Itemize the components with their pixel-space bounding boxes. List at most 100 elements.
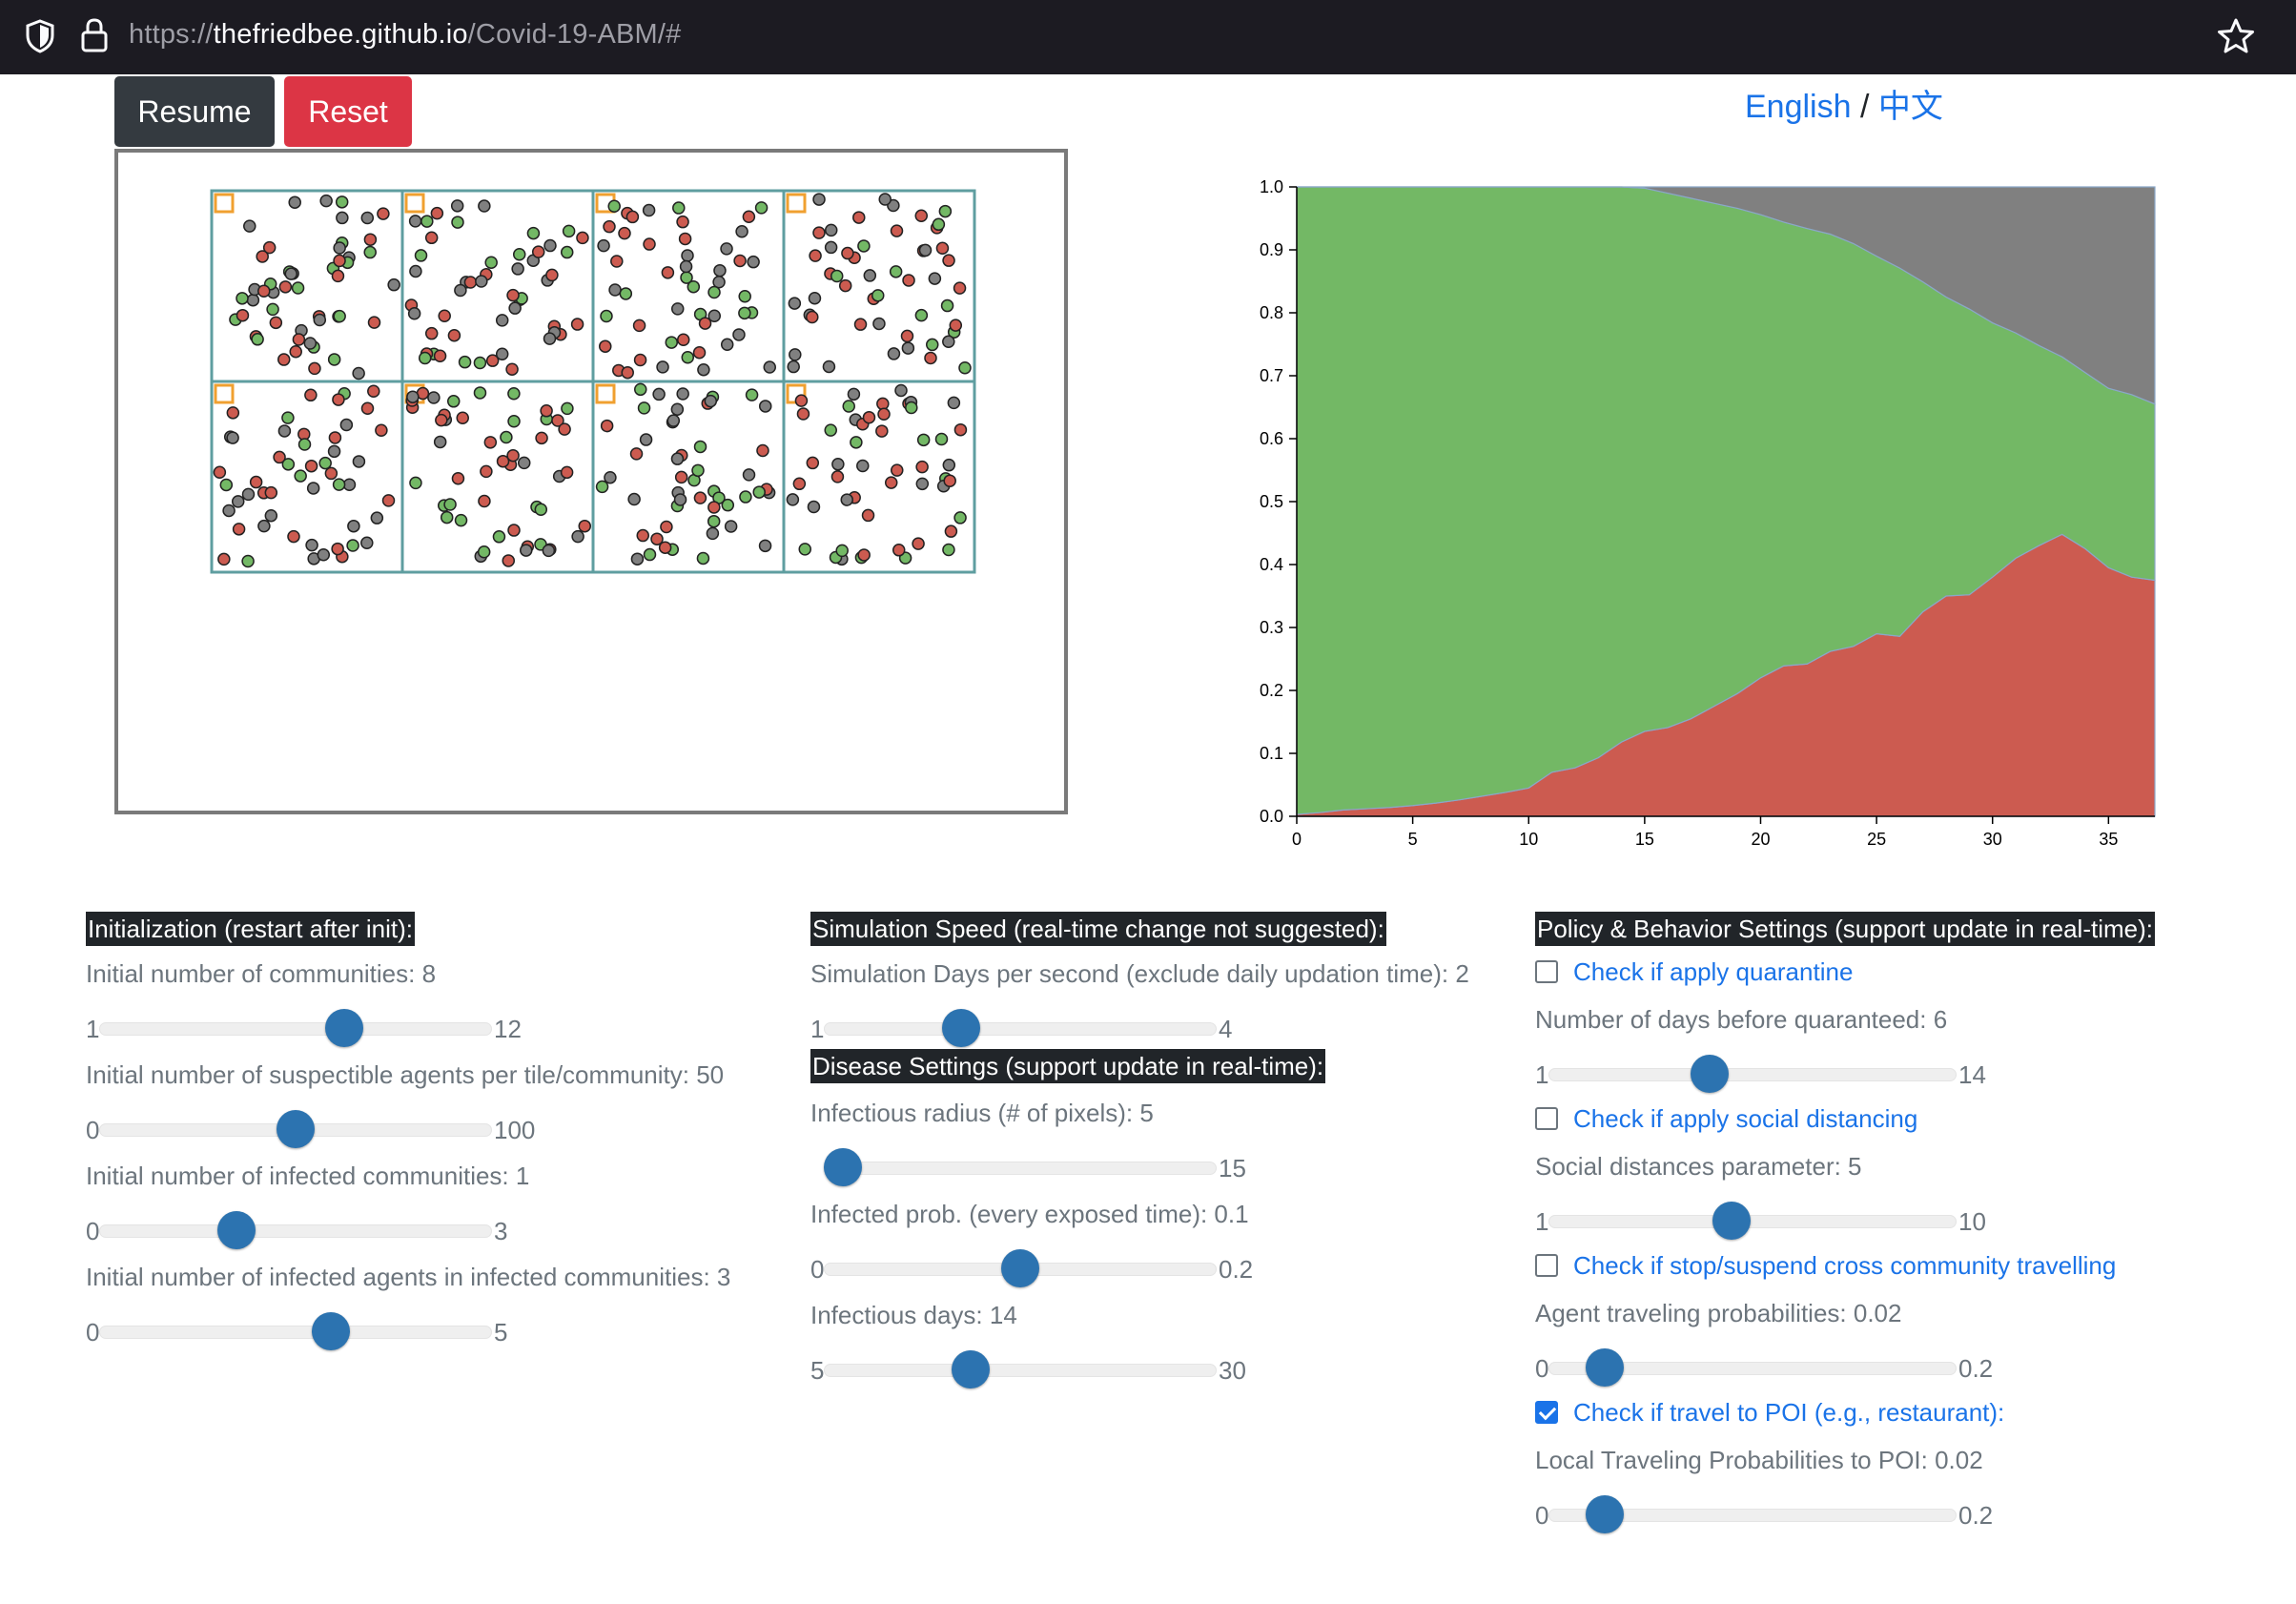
y-tick-label: 0.5	[1260, 492, 1283, 511]
quarantine-checkbox-label[interactable]: Check if apply quarantine	[1573, 957, 1854, 986]
y-tick-label: 0.7	[1260, 366, 1283, 385]
slider-thumb[interactable]	[324, 1009, 363, 1047]
agent-dot	[243, 219, 256, 233]
agent-dot	[281, 458, 296, 471]
slider-thumb[interactable]	[824, 1148, 862, 1186]
agent-dot	[676, 387, 689, 401]
susceptible-slider[interactable]: 0 100	[86, 1110, 535, 1152]
slider-track[interactable]	[824, 1364, 1217, 1377]
agent-dot	[297, 438, 312, 451]
agent-dot	[786, 493, 800, 506]
agent-dot	[381, 494, 396, 507]
slider-thumb[interactable]	[942, 1009, 980, 1047]
distancing-checkbox[interactable]	[1535, 1107, 1558, 1130]
agent-dot	[347, 519, 360, 533]
x-tick-label: 5	[1408, 830, 1418, 849]
slider-max: 100	[494, 1116, 536, 1144]
travel-checkbox[interactable]	[1535, 1254, 1558, 1277]
agent-dot	[758, 539, 772, 553]
agent-dot	[670, 452, 685, 465]
radius-slider[interactable]: 1 15	[810, 1148, 1246, 1190]
travel-checkbox-label[interactable]: Check if stop/suspend cross community tr…	[1573, 1251, 2117, 1280]
agent-dot	[506, 448, 520, 463]
agent-dot	[658, 541, 672, 554]
slider-thumb[interactable]	[1691, 1055, 1730, 1093]
english-link[interactable]: English	[1745, 89, 1852, 125]
agent-dot	[928, 272, 942, 285]
slider-track[interactable]	[1548, 1215, 1957, 1228]
agent-dot	[433, 435, 447, 449]
quarantine-checkbox[interactable]	[1535, 960, 1558, 983]
agent-dot	[478, 494, 491, 508]
y-tick-label: 0.9	[1260, 240, 1283, 259]
shield-icon[interactable]	[25, 19, 55, 53]
slider-min: 1	[1535, 1207, 1549, 1236]
slider-thumb[interactable]	[1585, 1495, 1624, 1533]
reset-button[interactable]: Reset	[284, 76, 412, 147]
slider-thumb[interactable]	[1585, 1348, 1624, 1387]
slider-min: 0	[86, 1217, 100, 1245]
infected-agents-slider[interactable]: 0 5	[86, 1312, 515, 1354]
agent-dot	[409, 476, 422, 490]
slider-track[interactable]	[99, 1326, 492, 1339]
slider-track[interactable]	[824, 1022, 1217, 1036]
agent-dot	[560, 465, 574, 480]
communities-slider[interactable]: 1 12	[86, 1009, 522, 1051]
lock-icon[interactable]	[80, 17, 109, 53]
y-tick-label: 0.1	[1260, 744, 1283, 763]
agent-dot	[862, 410, 876, 424]
agent-dot	[500, 430, 513, 444]
agent-dot	[676, 333, 690, 346]
agent-dot	[847, 387, 861, 401]
poi-prob-slider[interactable]: 0 0.2	[1535, 1495, 1993, 1537]
slider-track[interactable]	[1548, 1362, 1957, 1375]
slider-track[interactable]	[99, 1022, 492, 1036]
agent-dot	[806, 310, 819, 324]
agent-dot	[738, 306, 751, 320]
agent-dot	[822, 360, 836, 374]
slider-track[interactable]	[99, 1224, 492, 1238]
agent-dot	[306, 482, 320, 495]
agent-dot	[231, 495, 245, 508]
poi-checkbox-label[interactable]: Check if travel to POI (e.g., restaurant…	[1573, 1398, 2005, 1427]
slider-thumb[interactable]	[217, 1211, 256, 1249]
infectious-days-slider[interactable]: 5 30	[810, 1350, 1246, 1392]
infected-agents-label: Initial number of infected agents in inf…	[86, 1263, 731, 1291]
agent-dot	[507, 387, 521, 401]
slider-track[interactable]	[1548, 1509, 1957, 1522]
slider-track[interactable]	[1548, 1068, 1957, 1081]
quarantine-days-slider[interactable]: 1 14	[1535, 1055, 1986, 1097]
slider-thumb[interactable]	[1712, 1202, 1752, 1240]
slider-thumb[interactable]	[312, 1312, 351, 1350]
agent-dot	[475, 275, 488, 288]
agent-dot	[792, 477, 807, 491]
slider-thumb[interactable]	[277, 1110, 315, 1148]
agent-dot	[249, 475, 263, 489]
address-bar[interactable]: https://thefriedbee.github.io/Covid-19-A…	[129, 19, 681, 51]
agent-dot	[456, 411, 469, 424]
simulation-canvas[interactable]	[114, 149, 1068, 814]
slider-track[interactable]	[824, 1162, 1217, 1175]
agent-dot	[241, 554, 255, 568]
distance-param-slider[interactable]: 1 10	[1535, 1202, 1986, 1244]
days-per-second-slider[interactable]: 1 4	[810, 1009, 1240, 1051]
agent-dot	[720, 242, 733, 256]
slider-max: 12	[494, 1015, 522, 1043]
slider-thumb[interactable]	[951, 1350, 990, 1388]
infected-communities-slider[interactable]: 0 3	[86, 1211, 515, 1253]
agent-dot	[947, 396, 961, 410]
slider-min: 0	[86, 1318, 100, 1347]
agent-dot	[440, 510, 454, 524]
chinese-link[interactable]: 中文	[1877, 89, 1943, 125]
resume-button[interactable]: Resume	[114, 76, 275, 147]
agent-dot	[940, 298, 954, 313]
travel-prob-slider[interactable]: 0 0.2	[1535, 1348, 1993, 1390]
poi-checkbox[interactable]	[1535, 1401, 1558, 1424]
prob-slider[interactable]: 0 0.2	[810, 1249, 1253, 1291]
bookmark-star-icon[interactable]	[2217, 17, 2255, 55]
distancing-checkbox-label[interactable]: Check if apply social distancing	[1573, 1104, 1918, 1133]
slider-thumb[interactable]	[1001, 1249, 1039, 1287]
agent-dot	[534, 503, 548, 517]
agent-dot	[756, 443, 769, 458]
agent-dot	[735, 225, 748, 238]
